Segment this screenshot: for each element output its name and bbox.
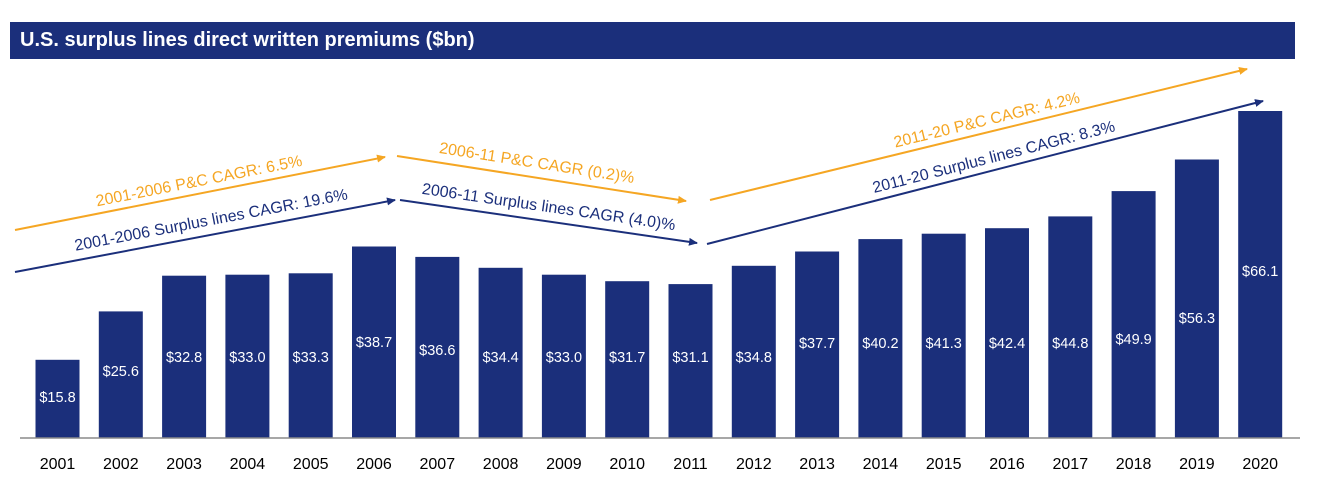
x-tick-label: 2009 — [546, 456, 582, 473]
bar-2004 — [225, 274, 270, 438]
x-tick-label: 2014 — [863, 456, 899, 473]
x-tick-label: 2015 — [926, 456, 962, 473]
bar-value-label: $33.0 — [546, 350, 582, 366]
x-tick-label: 2002 — [103, 456, 139, 473]
bar-2008 — [478, 267, 523, 438]
x-tick-label: 2011 — [673, 456, 708, 473]
chart-title: U.S. surplus lines direct written premiu… — [20, 29, 475, 51]
bar-2006 — [352, 246, 396, 438]
chart-title-bar: U.S. surplus lines direct written premiu… — [10, 22, 1295, 59]
bar-2014 — [858, 239, 903, 438]
cagr-arrow — [709, 67, 1248, 201]
cagr-arrow — [14, 154, 386, 231]
bar-2003 — [162, 275, 207, 438]
x-tick-label: 2020 — [1242, 456, 1278, 473]
bar-2017 — [1048, 216, 1093, 438]
bar-2018 — [1111, 191, 1156, 438]
bar-2002 — [98, 311, 143, 438]
bar-value-label: $15.8 — [39, 390, 75, 406]
x-tick-label: 2016 — [989, 456, 1025, 473]
bar-value-label: $25.6 — [103, 364, 139, 380]
x-tick-label: 2017 — [1053, 456, 1089, 473]
bar-value-label: $31.7 — [609, 350, 645, 366]
bar-value-label: $36.6 — [419, 343, 455, 359]
bar-value-label: $37.7 — [799, 336, 835, 352]
bar-value-label: $41.3 — [926, 336, 962, 352]
bar-value-label: $34.8 — [736, 350, 772, 366]
bar-2011 — [668, 284, 713, 438]
x-tick-label: 2018 — [1116, 456, 1152, 473]
bar-value-label: $33.0 — [229, 350, 265, 366]
bar-2012 — [731, 265, 776, 438]
bar-2001 — [35, 359, 80, 438]
cagr-arrow — [706, 99, 1264, 245]
bar-2016 — [985, 228, 1029, 438]
x-tick-label: 2007 — [420, 456, 456, 473]
x-tick-label: 2001 — [40, 456, 76, 473]
bar-2009 — [541, 274, 586, 438]
bar-2007 — [415, 256, 460, 438]
cagr-arrow — [14, 197, 396, 273]
cagr-arrow — [399, 199, 698, 246]
x-tick-label: 2013 — [799, 456, 835, 473]
bar-value-label: $38.7 — [356, 335, 392, 351]
cagr-annotation: 2006-11 Surplus lines CAGR (4.0)% — [421, 181, 677, 234]
bar-value-label: $40.2 — [862, 336, 898, 352]
x-tick-label: 2003 — [166, 456, 202, 473]
bar-value-label: $31.1 — [672, 350, 708, 366]
bar-2015 — [921, 233, 966, 438]
bar-value-label: $56.3 — [1179, 311, 1215, 327]
cagr-annotation: 2006-11 P&C CAGR (0.2)% — [438, 140, 635, 187]
bar-value-label: $32.8 — [166, 350, 202, 366]
x-tick-label: 2006 — [356, 456, 392, 473]
bar-2020 — [1238, 111, 1283, 438]
bar-2010 — [605, 281, 650, 438]
x-tick-label: 2012 — [736, 456, 772, 473]
bar-value-label: $44.8 — [1052, 336, 1088, 352]
cagr-arrow — [396, 155, 687, 204]
x-tick-label: 2019 — [1179, 456, 1215, 473]
bar-value-label: $33.3 — [293, 350, 329, 366]
bar-value-label: $49.9 — [1115, 332, 1151, 348]
x-tick-label: 2010 — [609, 456, 645, 473]
bar-2019 — [1174, 159, 1219, 438]
x-tick-label: 2008 — [483, 456, 519, 473]
bar-2005 — [288, 273, 333, 438]
bar-value-label: $66.1 — [1242, 264, 1278, 280]
bar-value-label: $42.4 — [989, 336, 1025, 352]
bar-value-label: $34.4 — [482, 350, 518, 366]
x-tick-label: 2005 — [293, 456, 329, 473]
bar-2013 — [795, 251, 840, 438]
x-tick-label: 2004 — [230, 456, 266, 473]
